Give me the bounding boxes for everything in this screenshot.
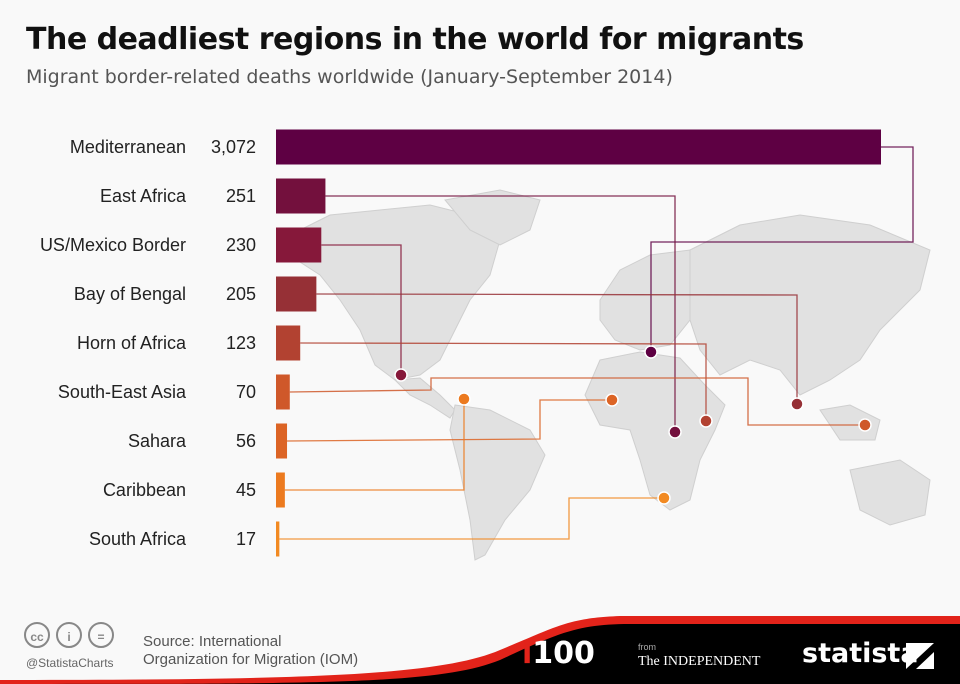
region-marker: [699, 414, 713, 428]
leader-line: [321, 244, 402, 375]
category-labels: Mediterranean 3,072 East Africa 251 US/Mexic…: [40, 137, 256, 549]
source-note: Source: International Organization for M…: [143, 633, 358, 669]
bar: [276, 276, 317, 312]
source-line-2: Organization for Migration (IOM): [143, 651, 359, 668]
region-marker: [657, 491, 671, 505]
value-label: 17: [236, 529, 256, 549]
map-north-america: [289, 204, 501, 381]
category-label: South-East Asia: [58, 382, 187, 402]
source-line-1: Source: International: [143, 633, 282, 650]
bar: [276, 472, 285, 508]
map-greenland: [444, 189, 541, 246]
category-label: Mediterranean: [70, 137, 186, 157]
attribution-icon: i: [56, 622, 82, 648]
region-marker: [605, 393, 619, 407]
value-label: 3,072: [211, 137, 256, 157]
cc-icon: cc: [24, 622, 50, 648]
bar: [276, 325, 301, 361]
statista-handle: @StatistaCharts: [26, 656, 114, 670]
bar: [276, 521, 280, 557]
bar: [276, 374, 290, 410]
value-label: 230: [226, 235, 256, 255]
value-label: 205: [226, 284, 256, 304]
leader-line: [289, 377, 865, 426]
bars: [276, 129, 881, 557]
category-label: South Africa: [89, 529, 187, 549]
chart-subtitle: Migrant border-related deaths worldwide …: [26, 66, 673, 88]
leader-line: [300, 342, 707, 421]
region-marker: [394, 368, 408, 382]
statista-logo-slash: [906, 643, 934, 669]
bar: [276, 227, 322, 263]
world-map: [289, 189, 931, 561]
region-marker: [644, 345, 658, 359]
category-label: Horn of Africa: [77, 333, 187, 353]
leader-line: [287, 399, 612, 442]
chart-title: The deadliest regions in the world for m…: [26, 22, 804, 57]
category-label: Bay of Bengal: [74, 284, 186, 304]
value-label: 70: [236, 382, 256, 402]
region-marker: [790, 397, 804, 411]
region-markers: [394, 345, 872, 505]
category-label: Sahara: [128, 431, 187, 451]
category-label: East Africa: [100, 186, 187, 206]
map-central-america: [393, 377, 456, 419]
leader-lines: [279, 146, 914, 540]
bar: [276, 423, 288, 459]
leader-line: [316, 293, 798, 404]
leader-line: [325, 195, 676, 432]
region-marker: [457, 392, 471, 406]
value-label: 56: [236, 431, 256, 451]
independent-logo: from The INDEPENDENT: [638, 642, 760, 670]
map-south-america: [449, 404, 546, 561]
leader-line: [284, 399, 465, 491]
i100-logo: i100: [522, 636, 595, 671]
category-label: US/Mexico Border: [40, 235, 186, 255]
i100-logo-100: 100: [532, 636, 595, 671]
region-marker: [668, 425, 682, 439]
map-australia: [849, 459, 931, 526]
independent-from: from: [638, 642, 656, 652]
no-derivatives-icon: =: [88, 622, 114, 648]
bar: [276, 129, 881, 165]
map-europe: [599, 249, 701, 351]
footer-black-band: [0, 624, 960, 684]
leader-line: [279, 497, 664, 540]
value-label: 251: [226, 186, 256, 206]
map-asia: [689, 214, 931, 396]
bar: [276, 178, 326, 214]
i100-logo-i: i: [522, 636, 533, 671]
region-marker: [858, 418, 872, 432]
category-label: Caribbean: [103, 480, 186, 500]
statista-logo: statista: [802, 638, 919, 669]
map-africa: [584, 351, 726, 511]
value-label: 123: [226, 333, 256, 353]
leader-line: [650, 146, 914, 352]
value-label: 45: [236, 480, 256, 500]
license-icons: cc i =: [24, 622, 120, 648]
independent-name: The INDEPENDENT: [638, 654, 761, 669]
